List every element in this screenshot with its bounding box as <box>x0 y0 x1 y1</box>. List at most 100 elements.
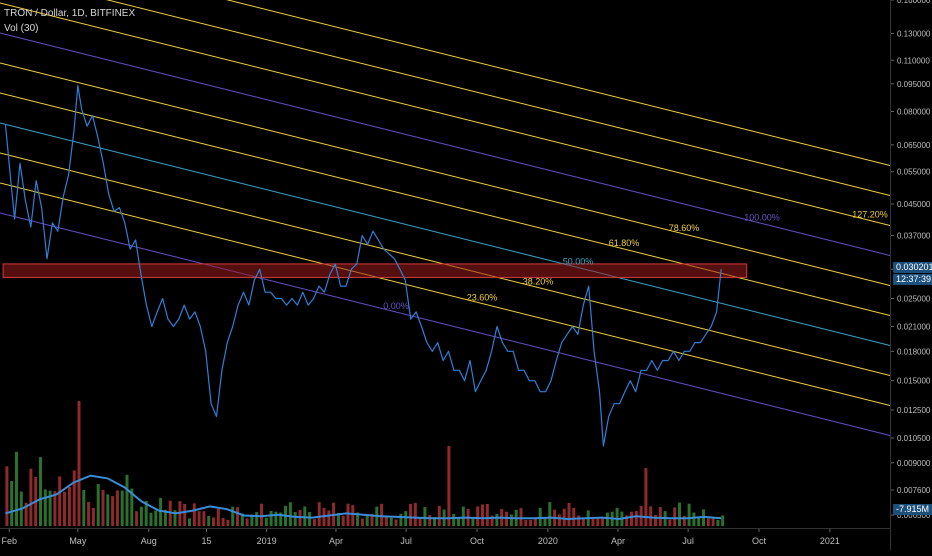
volume-bar <box>394 519 398 526</box>
volume-bar <box>490 515 494 526</box>
volume-indicator-label[interactable]: Vol (30) <box>4 23 39 34</box>
volume-bar <box>596 517 600 526</box>
volume-bar <box>404 511 408 526</box>
volume-bar <box>115 490 119 526</box>
volume-bar <box>67 487 71 526</box>
price-axis[interactable]: 0.160000 0.130000 0.110000 0.095000 0.080000… <box>890 0 932 550</box>
volume-bar <box>192 503 196 526</box>
volume-bar <box>188 518 191 526</box>
volume-bar <box>101 489 105 526</box>
price-tick-label: 0.006500 <box>897 511 931 520</box>
price-line <box>4 84 722 447</box>
volume-bar <box>601 518 605 526</box>
volume-bar <box>605 512 609 526</box>
volume-bar <box>452 514 456 526</box>
volume-bar <box>10 481 14 526</box>
price-tick-label: 0.015000 <box>897 377 931 386</box>
volume-bar <box>562 508 566 526</box>
time-tick-label: Jul <box>682 536 694 546</box>
price-tick-label: 0.130000 <box>897 29 931 38</box>
time-tick-label: 2019 <box>257 536 277 546</box>
volume-bar <box>135 511 139 526</box>
volume-bar <box>279 512 283 526</box>
time-tick-label: Feb <box>1 536 17 546</box>
time-tick-label: Aug <box>141 536 157 546</box>
volume-last-tag: -7.915M <box>893 504 932 515</box>
volume-bar <box>360 518 364 526</box>
volume-bar <box>144 500 148 526</box>
price-tick-label: 0.065000 <box>897 141 931 150</box>
volume-bar <box>716 519 720 526</box>
volume-bar <box>312 519 316 526</box>
volume-bar <box>423 507 427 526</box>
volume-bar <box>678 502 681 526</box>
time-tick-label: 2021 <box>820 536 840 546</box>
volume-bar <box>91 507 95 526</box>
volume-bar <box>77 401 81 526</box>
volume-bar <box>644 468 648 526</box>
volume-bar <box>216 508 220 526</box>
time-axis[interactable]: Feb May Aug 15 2019 Apr Jul Oct 2020 Apr Jul Oct 202… <box>0 528 890 551</box>
volume-bar <box>163 509 167 526</box>
volume-bar <box>476 506 480 526</box>
price-tick-label: 0.009000 <box>897 459 931 468</box>
volume-bar <box>634 511 638 526</box>
fib-line-1 <box>0 182 891 406</box>
volume-bar <box>87 502 91 526</box>
volume-bar <box>370 514 374 526</box>
volume-bar <box>341 515 345 526</box>
volume-bar <box>649 506 653 526</box>
volume-bar <box>577 515 581 526</box>
price-tick-label: 0.045000 <box>897 200 931 209</box>
volume-bar <box>538 507 542 526</box>
volume-bar <box>96 484 100 526</box>
price-tick-label: 0.010500 <box>897 434 931 443</box>
fib-line-0 <box>0 212 891 436</box>
volume-bar <box>154 510 158 526</box>
volume-bar <box>346 503 350 526</box>
volume-bar <box>303 506 307 526</box>
volume-bar <box>58 476 62 526</box>
resistance-zone <box>2 263 748 278</box>
volume-bar <box>149 512 153 526</box>
volume-bar <box>245 518 249 526</box>
volume-bar <box>72 470 76 526</box>
volume-bar <box>308 512 312 526</box>
price-tick-label: 0.110000 <box>897 56 930 65</box>
volume-bar <box>485 504 489 526</box>
volume-bar <box>125 474 129 526</box>
volume-bar <box>212 517 215 526</box>
volume-bar <box>697 516 701 526</box>
volume-bar <box>111 496 115 526</box>
fib-label-2: 38.20% <box>523 277 554 287</box>
volume-bar <box>139 506 143 526</box>
fib-level-labels: 0.00% 23.60% 38.20% 50.00% 61.80% 78.60% 100.0… <box>383 210 888 312</box>
volume-bar <box>130 488 134 526</box>
price-tick-label: 0.160000 <box>897 0 931 5</box>
volume-bar <box>447 446 451 526</box>
time-tick-label: 2020 <box>538 536 558 546</box>
fib-label-6: 100.00% <box>744 213 780 223</box>
price-tick-label: 0.018000 <box>897 347 931 356</box>
chart-legend: TRON / Dollar, 1D, BITFINEX Vol (30) <box>4 6 135 36</box>
volume-bar <box>529 519 533 526</box>
volume-bar <box>221 518 225 526</box>
time-tick-label: Oct <box>752 536 767 546</box>
fib-line-6 <box>0 32 891 256</box>
price-tick-label: 0.021000 <box>897 323 931 332</box>
volume-bar <box>327 510 331 526</box>
volume-bar <box>197 511 201 526</box>
volume-bar <box>495 513 499 526</box>
volume-bar <box>106 494 110 526</box>
volume-bar <box>668 519 672 526</box>
volume-bar <box>226 519 230 526</box>
volume-bar <box>428 515 432 526</box>
symbol-title[interactable]: TRON / Dollar, 1D, BITFINEX <box>4 8 136 19</box>
volume-bar <box>356 512 360 526</box>
volume-bar <box>567 502 571 526</box>
volume-bar <box>264 517 268 526</box>
volume-bar <box>293 512 297 526</box>
volume-bar <box>471 517 475 526</box>
